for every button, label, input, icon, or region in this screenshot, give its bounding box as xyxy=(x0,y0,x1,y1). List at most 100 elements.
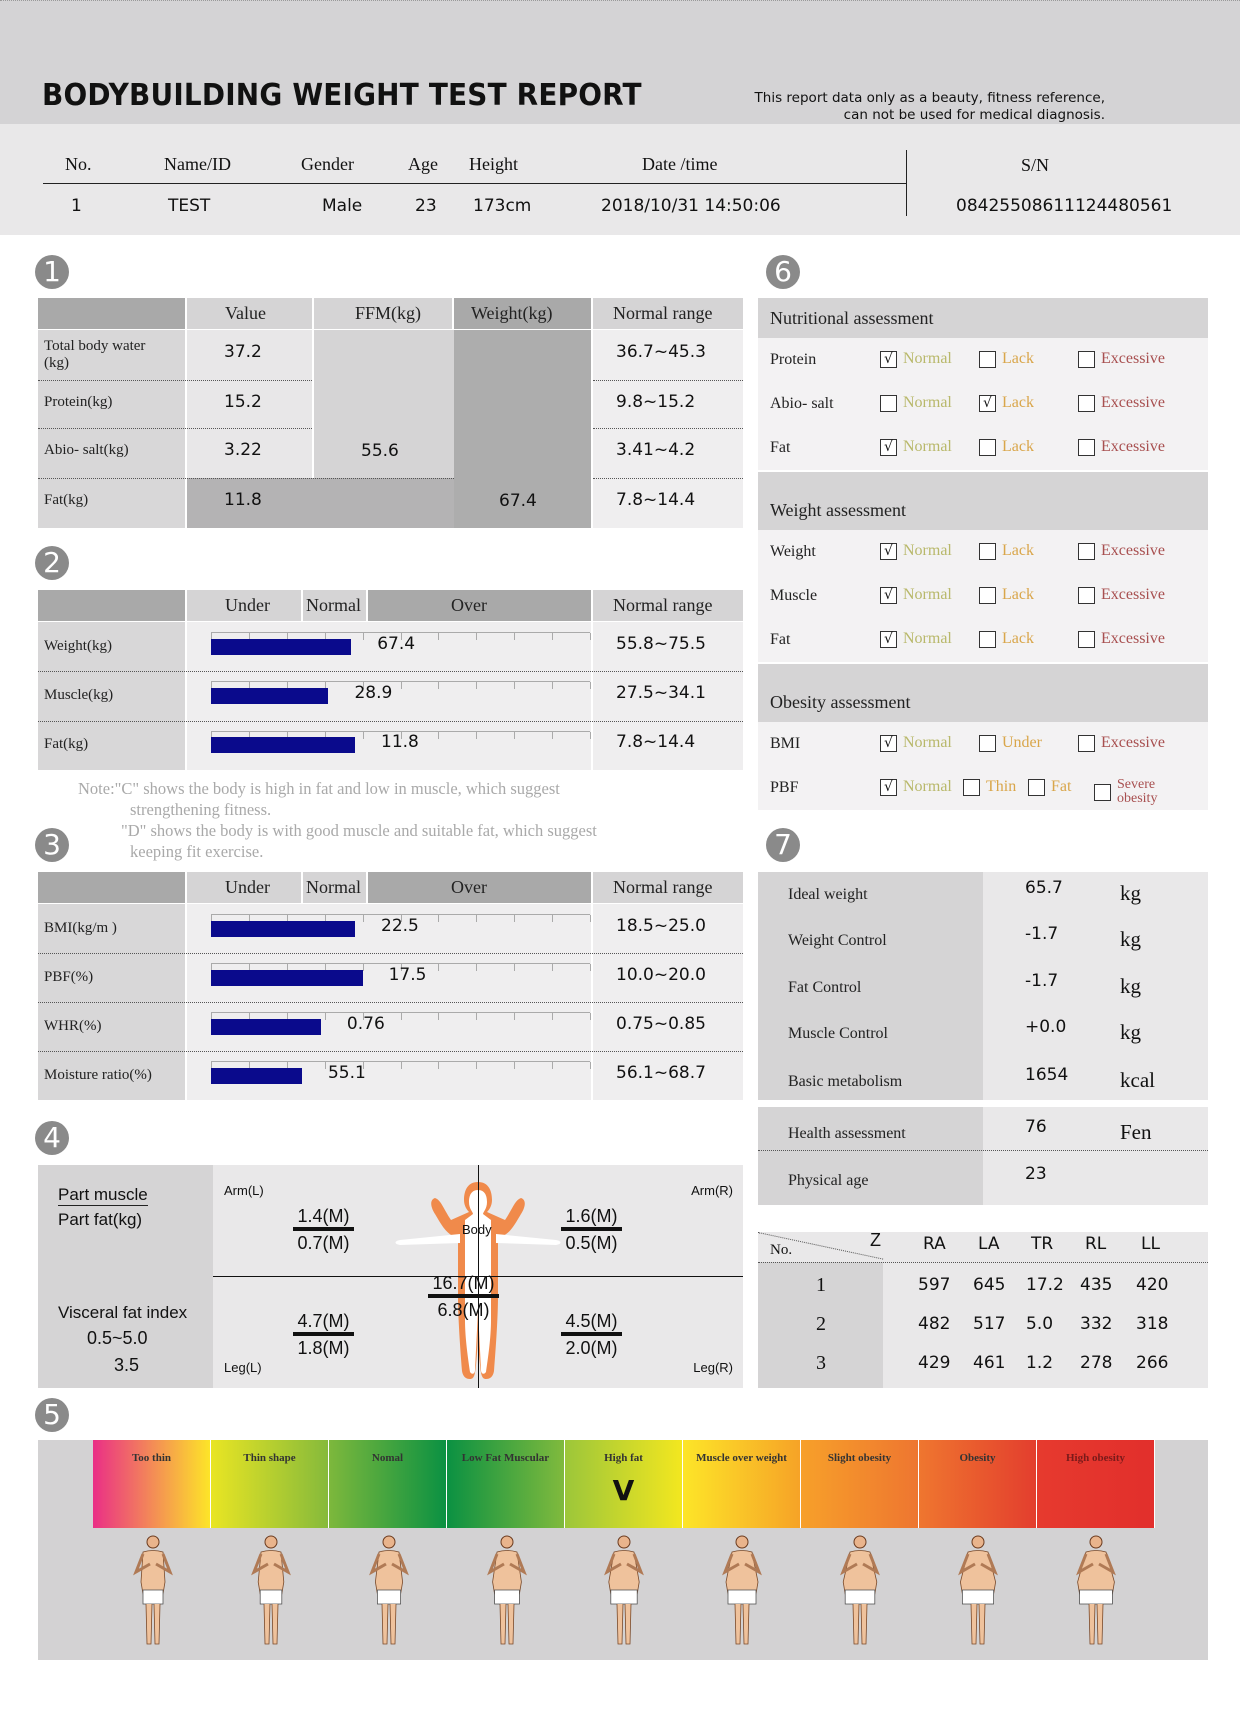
checkbox[interactable] xyxy=(1078,630,1095,648)
impedance-value: 435 xyxy=(1080,1275,1113,1295)
legend-part-fat: Part fat(kg) xyxy=(58,1210,143,1229)
assessment-label: Weight xyxy=(770,543,816,560)
assessment-option: Under xyxy=(979,734,1042,752)
option-label: Fat xyxy=(1051,778,1072,796)
info-datetime: 2018/10/31 14:50:06 xyxy=(601,196,781,216)
body-figure-icon xyxy=(604,1535,644,1645)
body-figure-icon xyxy=(1076,1535,1116,1645)
body-label: Body xyxy=(462,1222,492,1237)
option-label: Lack xyxy=(1002,350,1034,368)
tick-mark xyxy=(552,964,554,971)
assessment-option: Thin xyxy=(963,778,1016,796)
checkbox[interactable] xyxy=(1094,783,1111,801)
assessment-option: √ Normal xyxy=(880,350,952,368)
row-divider xyxy=(758,1150,1208,1151)
checkbox[interactable] xyxy=(1078,394,1095,412)
row-unit: kg xyxy=(1120,927,1141,951)
tick-mark xyxy=(248,964,250,971)
disclaimer-line: can not be used for medical diagnosis. xyxy=(843,107,1105,123)
checkbox[interactable] xyxy=(979,542,996,560)
impedance-value: 420 xyxy=(1136,1275,1169,1295)
tick-mark xyxy=(400,964,402,971)
body-type-label: Nomal xyxy=(371,1452,404,1464)
checkbox[interactable]: √ xyxy=(880,586,897,604)
checkbox[interactable]: √ xyxy=(979,394,996,412)
segment-trunk: 16.7(M) 6.8(M) xyxy=(416,1272,511,1322)
checkbox[interactable] xyxy=(979,630,996,648)
checkbox[interactable] xyxy=(1078,438,1095,456)
impedance-value: 482 xyxy=(918,1314,951,1334)
fat-value: 0.7(M) xyxy=(297,1233,350,1253)
value-bar xyxy=(211,920,356,937)
option-label: Lack xyxy=(1002,630,1034,648)
header-label: Normal range xyxy=(613,595,713,615)
tick-mark xyxy=(438,1013,440,1020)
impedance-value: 318 xyxy=(1136,1314,1169,1334)
option-label: Lack xyxy=(1002,394,1034,412)
value-bar xyxy=(211,638,352,655)
checkbox[interactable] xyxy=(1078,350,1095,368)
info-header-sn: S/N xyxy=(1021,155,1050,175)
checkbox[interactable] xyxy=(979,734,996,752)
info-band xyxy=(0,124,1240,235)
assessment-option: √ Normal xyxy=(880,542,952,560)
checkbox[interactable]: √ xyxy=(880,630,897,648)
tick-mark xyxy=(514,682,516,690)
bar-value: 67.4 xyxy=(377,633,416,654)
bar-value: 11.8 xyxy=(381,732,419,753)
assessment-group-header xyxy=(758,472,1208,530)
header-row xyxy=(758,1232,1208,1262)
checkbox[interactable] xyxy=(1078,734,1095,752)
report-title: BODYBUILDING WEIGHT TEST REPORT xyxy=(42,78,642,113)
info-header-height: Height xyxy=(469,154,518,174)
note: Note:"C" shows the body is high in fat a… xyxy=(78,778,597,862)
checkbox[interactable] xyxy=(979,350,996,368)
assessment-option: Excessive xyxy=(1078,438,1165,456)
checkbox[interactable] xyxy=(1078,542,1095,560)
tick-mark xyxy=(211,915,212,922)
tick-mark xyxy=(286,964,288,971)
assessment-option: Normal xyxy=(880,394,952,412)
tick-mark xyxy=(514,1013,516,1020)
row-divider xyxy=(38,671,743,673)
checkbox[interactable]: √ xyxy=(880,734,897,752)
row-unit: kcal xyxy=(1120,1068,1155,1092)
checkbox[interactable]: √ xyxy=(880,438,897,456)
checkbox[interactable] xyxy=(979,438,996,456)
header-cell xyxy=(303,872,366,903)
row-unit: kg xyxy=(1120,974,1141,998)
info-gender: Male xyxy=(322,196,363,216)
checkbox[interactable] xyxy=(1028,778,1045,796)
checkbox[interactable]: √ xyxy=(880,350,897,368)
tick-mark xyxy=(248,731,250,739)
row-label: Abio- salt(kg) xyxy=(44,442,129,458)
assessment-option: Lack xyxy=(979,438,1034,456)
tick-mark xyxy=(514,1062,516,1069)
row-range: 7.8~14.4 xyxy=(616,732,696,753)
body-type-5: High fat V xyxy=(565,1440,683,1528)
checkbox[interactable] xyxy=(880,394,897,412)
row-range: 18.5~25.0 xyxy=(616,915,706,936)
segment-arm-r: 1.6(M) 0.5(M) xyxy=(544,1205,639,1255)
checkbox[interactable]: √ xyxy=(880,542,897,560)
checkbox[interactable] xyxy=(1078,586,1095,604)
assessment-option: Excessive xyxy=(1078,350,1165,368)
info-header-name: Name/ID xyxy=(164,154,231,174)
section-number-2: 2 xyxy=(35,546,69,580)
row-value: 3.22 xyxy=(224,440,262,460)
impedance-value: 1.2 xyxy=(1026,1353,1054,1373)
health-panel: Health assessment 76 Fen Physical age 23 xyxy=(758,1107,1208,1205)
row-value: 76 xyxy=(1025,1117,1047,1137)
segmental-legend-column xyxy=(38,1165,213,1388)
checkbox[interactable] xyxy=(963,778,980,796)
option-label: Normal xyxy=(903,734,952,752)
assessment-option: Fat xyxy=(1028,778,1071,796)
assessment-group-header xyxy=(758,664,1208,722)
row-unit: Fen xyxy=(1120,1120,1152,1144)
checkbox[interactable]: √ xyxy=(880,778,897,796)
row-value: -1.7 xyxy=(1025,971,1059,991)
assessment-label: Muscle xyxy=(770,587,818,604)
row-value: 65.7 xyxy=(1025,878,1063,898)
option-label: Lack xyxy=(1002,542,1034,560)
checkbox[interactable] xyxy=(979,586,996,604)
